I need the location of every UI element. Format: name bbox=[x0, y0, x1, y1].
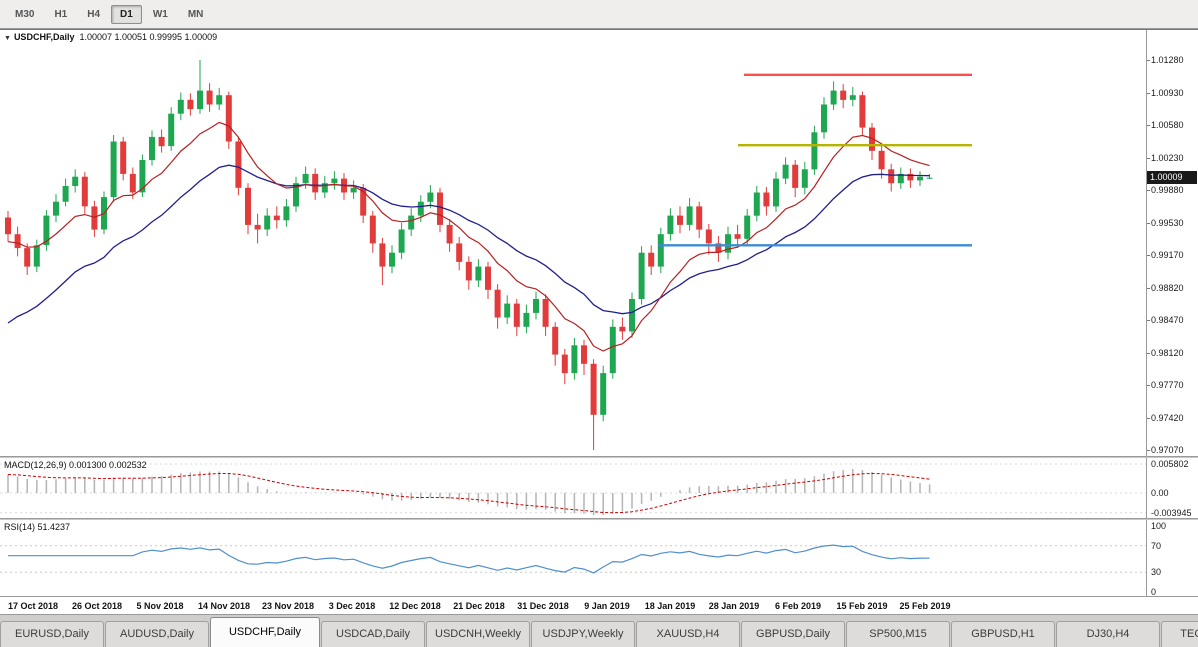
date-axis-label: 15 Feb 2019 bbox=[836, 601, 888, 611]
macd-title: MACD(12,26,9) 0.001300 0.002532 bbox=[4, 460, 147, 470]
date-axis-label: 21 Dec 2018 bbox=[453, 601, 505, 611]
tab-sp500-m15[interactable]: SP500,M15 bbox=[846, 621, 950, 647]
axis-tick-mark bbox=[1147, 157, 1150, 159]
tab-dj30-h4[interactable]: DJ30,H4 bbox=[1056, 621, 1160, 647]
date-axis-label: 31 Dec 2018 bbox=[517, 601, 569, 611]
timeframe-button-w1[interactable]: W1 bbox=[152, 8, 168, 20]
chart-symbol-label: USDCHF,Daily bbox=[13, 32, 75, 42]
date-axis-label: 9 Jan 2019 bbox=[584, 601, 630, 611]
axis-tick-mark bbox=[1147, 222, 1150, 224]
tab-gbpusd-daily[interactable]: GBPUSD,Daily bbox=[741, 621, 845, 647]
chart-dropdown-icon[interactable]: ▼ bbox=[4, 35, 11, 42]
price-axis-label: 1.00230 bbox=[1151, 152, 1184, 163]
timeframe-button-mn[interactable]: MN bbox=[187, 8, 204, 20]
rsi-axis-label: 0 bbox=[1151, 587, 1157, 596]
axis-tick-mark bbox=[1147, 60, 1150, 61]
price-axis-label: 0.99880 bbox=[1151, 185, 1184, 195]
tab-usdchf-daily[interactable]: USDCHF,Daily bbox=[210, 617, 320, 647]
price-axis-label: 0.99530 bbox=[1151, 217, 1184, 228]
rsi-axis-label: 100 bbox=[1151, 521, 1167, 531]
rsi-axis-label: 30 bbox=[1151, 567, 1162, 578]
date-axis-label: 6 Feb 2019 bbox=[774, 601, 822, 611]
tab-usdjpy-weekly[interactable]: USDJPY,Weekly bbox=[531, 621, 635, 647]
macd-axis-label: 0.00 bbox=[1151, 488, 1169, 498]
rsi-indicator-chart[interactable] bbox=[0, 520, 1146, 596]
axis-tick-mark bbox=[1147, 320, 1150, 321]
axis-tick-mark bbox=[1147, 92, 1150, 94]
chart-tab-bar: EURUSD,Daily AUDUSD,Daily USDCHF,Daily USDC… bbox=[0, 614, 1198, 647]
timeframe-button-m30[interactable]: M30 bbox=[15, 8, 35, 20]
rsi-axis-label: 70 bbox=[1151, 540, 1162, 551]
date-axis-label: 3 Dec 2018 bbox=[328, 601, 376, 611]
timeframe-toolbar: M30 H1 H4 D1 W1 MN bbox=[0, 0, 1198, 29]
axis-tick-mark bbox=[1147, 190, 1150, 191]
rsi-title: RSI(14) 51.4237 bbox=[4, 522, 71, 532]
axis-tick-mark bbox=[1147, 417, 1150, 419]
price-axis-label: 1.01280 bbox=[1151, 55, 1184, 65]
price-axis[interactable]: 1.01280 1.00930 1.00580 1.00230 0.99880 0.995… bbox=[1146, 30, 1198, 456]
macd-axis-label: 0.005802 bbox=[1151, 458, 1189, 469]
axis-tick-mark bbox=[1147, 125, 1150, 126]
price-axis-label: 0.99170 bbox=[1151, 250, 1184, 260]
timeframe-button-d1[interactable]: D1 bbox=[111, 4, 142, 24]
tab-xauusd-h4[interactable]: XAUUSD,H4 bbox=[636, 621, 740, 647]
macd-axis[interactable]: 0.005802 0.00 -0.003945 bbox=[1146, 458, 1198, 518]
price-axis-label: 0.98120 bbox=[1151, 347, 1184, 358]
pane-splitter[interactable] bbox=[0, 456, 1198, 458]
macd-axis-label: -0.003945 bbox=[1151, 507, 1192, 518]
axis-tick-mark bbox=[1147, 385, 1150, 386]
date-axis-label: 23 Nov 2018 bbox=[261, 601, 315, 611]
rsi-pane[interactable]: RSI(14) 51.4237 100 70 30 0 bbox=[0, 520, 1198, 596]
date-axis-label: 14 Nov 2018 bbox=[197, 601, 251, 611]
date-axis-label: 12 Dec 2018 bbox=[389, 601, 441, 611]
price-axis-label: 0.97070 bbox=[1151, 445, 1184, 455]
tab-audusd-daily[interactable]: AUDUSD,Daily bbox=[105, 621, 209, 647]
price-axis-label: 0.97420 bbox=[1151, 412, 1184, 423]
axis-tick-mark bbox=[1147, 450, 1150, 451]
tab-usdcad-daily[interactable]: USDCAD,Daily bbox=[321, 621, 425, 647]
tab-gbpusd-h1[interactable]: GBPUSD,H1 bbox=[951, 621, 1055, 647]
timeframe-button-h1[interactable]: H1 bbox=[54, 8, 68, 20]
date-axis-label: 26 Oct 2018 bbox=[71, 601, 123, 611]
chart-title: ▼ USDCHF,Daily 1.00007 1.00051 0.99995 1.0… bbox=[4, 32, 217, 42]
rsi-axis[interactable]: 100 70 30 0 bbox=[1146, 520, 1198, 596]
macd-pane[interactable]: MACD(12,26,9) 0.001300 0.002532 0.005802… bbox=[0, 458, 1198, 518]
chart-ohlc-values: 1.00007 1.00051 0.99995 1.00009 bbox=[79, 32, 218, 42]
axis-tick-mark bbox=[1147, 287, 1150, 289]
price-axis-label: 0.98470 bbox=[1151, 315, 1184, 325]
timeframe-button-h4[interactable]: H4 bbox=[87, 8, 101, 20]
time-axis[interactable]: 17 Oct 2018 26 Oct 2018 5 Nov 2018 14 Nov 2… bbox=[0, 596, 1198, 615]
date-axis-label: 5 Nov 2018 bbox=[136, 601, 184, 611]
axis-tick-mark bbox=[1147, 352, 1150, 354]
price-axis-label: 0.98820 bbox=[1151, 282, 1184, 293]
tab-usdcnh-weekly[interactable]: USDCNH,Weekly bbox=[426, 621, 530, 647]
price-pane[interactable]: ▼ USDCHF,Daily 1.00007 1.00051 0.99995 1.0… bbox=[0, 30, 1198, 456]
date-axis-label: 28 Jan 2019 bbox=[708, 601, 760, 611]
price-axis-label: 0.97770 bbox=[1151, 380, 1184, 390]
chart-window[interactable]: ▼ USDCHF,Daily 1.00007 1.00051 0.99995 1.0… bbox=[0, 29, 1198, 615]
axis-tick-mark bbox=[1147, 255, 1150, 256]
macd-indicator-chart[interactable] bbox=[0, 458, 1146, 518]
pane-splitter[interactable] bbox=[0, 518, 1198, 520]
price-axis-label: 1.00930 bbox=[1151, 87, 1184, 98]
date-axis-label: 25 Feb 2019 bbox=[899, 601, 951, 611]
date-axis-label: 18 Jan 2019 bbox=[644, 601, 696, 611]
tab-tech100-h4[interactable]: TECH100,H4 bbox=[1161, 621, 1198, 647]
current-price-tag: 1.00009 bbox=[1147, 170, 1197, 184]
date-axis-label: 17 Oct 2018 bbox=[7, 601, 59, 611]
candlestick-chart[interactable] bbox=[0, 30, 1146, 456]
tab-eurusd-daily[interactable]: EURUSD,Daily bbox=[0, 621, 104, 647]
price-axis-label: 1.00580 bbox=[1151, 120, 1184, 130]
